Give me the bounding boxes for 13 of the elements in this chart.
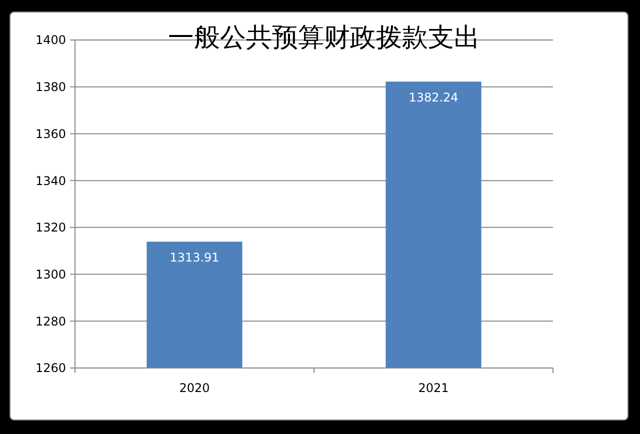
y-tick-label: 1380	[35, 80, 66, 94]
y-tick-label: 1360	[35, 126, 66, 141]
data-label: 1382.24	[408, 90, 458, 105]
y-tick-label: 1280	[35, 314, 66, 328]
y-tick-label: 1340	[35, 174, 66, 188]
y-tick-label: 1260	[35, 361, 66, 376]
y-tick-label: 1400	[35, 33, 66, 48]
chart-title: 一般公共预算财政拨款支出	[168, 23, 480, 53]
y-tick-label: 1320	[35, 220, 66, 235]
y-tick-label: 1300	[35, 267, 66, 282]
x-tick-label: 2020	[179, 381, 210, 395]
data-label: 1313.91	[170, 250, 220, 265]
x-tick-label: 2021	[418, 381, 449, 395]
